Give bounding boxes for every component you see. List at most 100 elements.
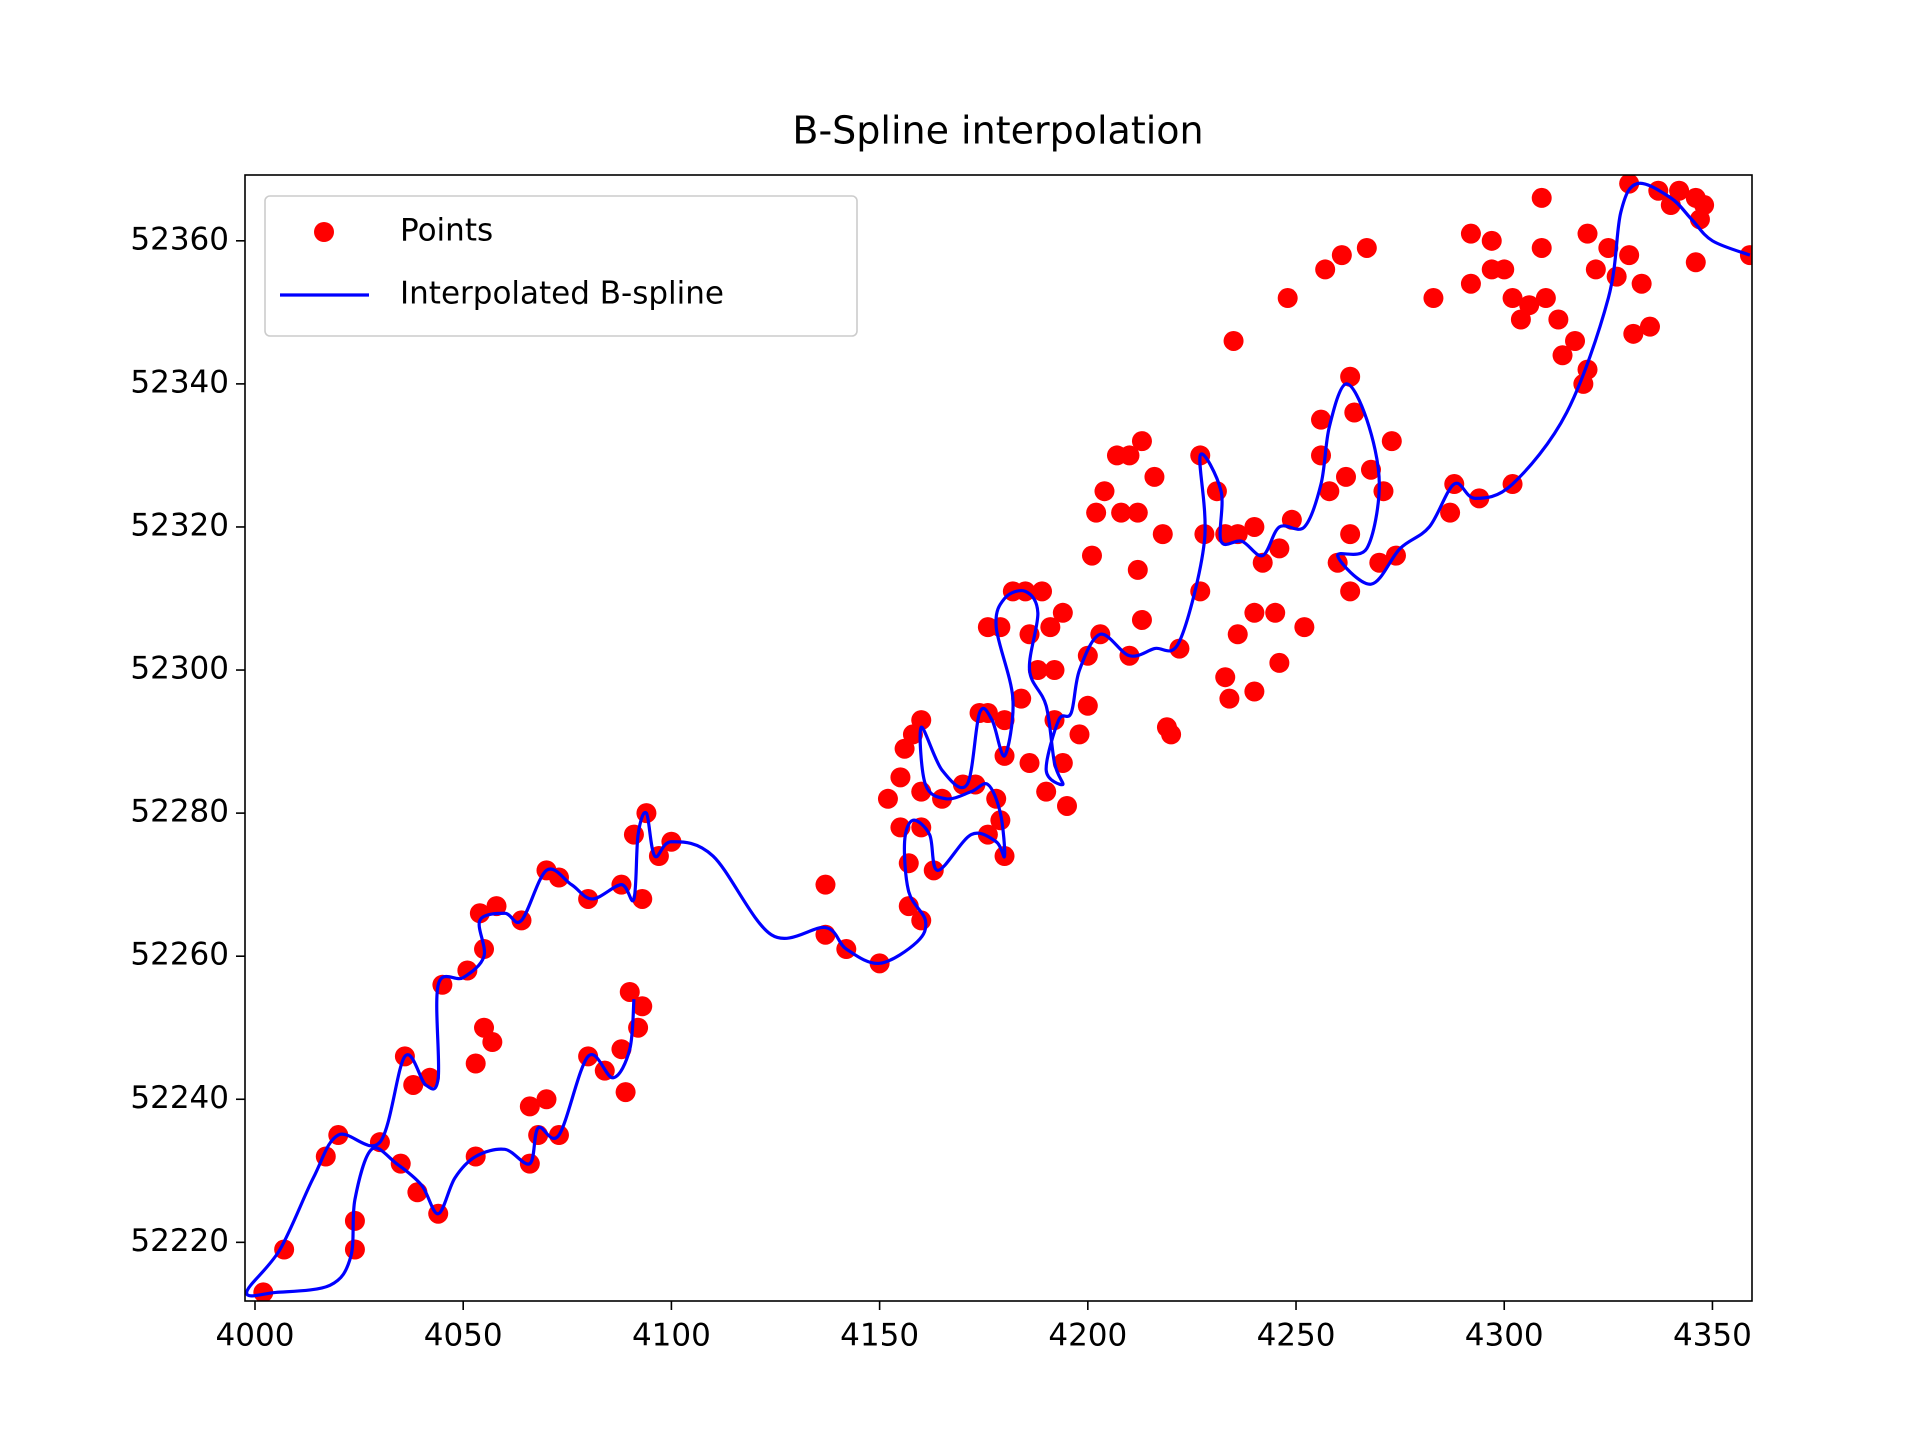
point [1373, 481, 1394, 502]
point [1639, 316, 1660, 337]
point [1481, 230, 1502, 251]
point [403, 1074, 424, 1095]
point [1460, 223, 1481, 244]
chart-title: B-Spline interpolation [792, 109, 1203, 153]
point [1531, 237, 1552, 258]
point [457, 960, 478, 981]
point [1440, 502, 1461, 523]
point [486, 896, 507, 917]
point [619, 981, 640, 1002]
point [1152, 524, 1173, 545]
point [519, 1096, 540, 1117]
point [1460, 273, 1481, 294]
point [344, 1239, 365, 1260]
x-tick-label: 4000 [216, 1318, 295, 1354]
point [1598, 237, 1619, 258]
point [1111, 502, 1132, 523]
point [1548, 309, 1569, 330]
point [1311, 409, 1332, 430]
plot-area [245, 175, 1752, 1301]
point [1094, 481, 1115, 502]
point [1215, 667, 1236, 688]
point [1315, 259, 1336, 280]
point [611, 1039, 632, 1060]
x-tick-label: 4200 [1048, 1318, 1127, 1354]
x-tick-label: 4150 [840, 1318, 919, 1354]
point [1252, 552, 1273, 573]
point [1369, 552, 1390, 573]
point [1585, 259, 1606, 280]
point [990, 617, 1011, 638]
x-tick-label: 4300 [1465, 1318, 1544, 1354]
point [1244, 516, 1265, 537]
legend-frame [264, 195, 858, 337]
point [1335, 466, 1356, 487]
x-tick-label: 4250 [1257, 1318, 1336, 1354]
point [1069, 724, 1090, 745]
point [1244, 681, 1265, 702]
point [1086, 502, 1107, 523]
point [1227, 524, 1248, 545]
point [1319, 481, 1340, 502]
point [890, 767, 911, 788]
point [1265, 602, 1286, 623]
point [1044, 660, 1065, 681]
point [815, 874, 836, 895]
point [469, 903, 490, 924]
point [1631, 273, 1652, 294]
point [1269, 538, 1290, 559]
point [1077, 695, 1098, 716]
point [1331, 245, 1352, 266]
point [1340, 581, 1361, 602]
point [1535, 288, 1556, 309]
point [1381, 431, 1402, 452]
point [615, 1082, 636, 1103]
point [1131, 609, 1152, 630]
point [1565, 330, 1586, 351]
point [632, 996, 653, 1017]
point [1311, 445, 1332, 466]
point [536, 1089, 557, 1110]
point [1669, 180, 1690, 201]
y-tick-label: 52280 [130, 794, 229, 830]
point [1169, 638, 1190, 659]
point [1269, 652, 1290, 673]
point [1619, 175, 1640, 194]
point [465, 1053, 486, 1074]
point [1219, 688, 1240, 709]
y-tick-label: 52360 [130, 221, 229, 257]
point [1057, 795, 1077, 816]
point [1161, 724, 1182, 745]
point [1340, 366, 1361, 387]
point [1502, 288, 1523, 309]
point [1519, 295, 1540, 316]
point [1227, 624, 1248, 645]
point [1019, 753, 1040, 774]
legend-label: Points [400, 213, 493, 249]
point [1340, 524, 1361, 545]
point [1027, 660, 1048, 681]
point [994, 710, 1015, 731]
point [548, 867, 569, 888]
point [1494, 259, 1515, 280]
point [1040, 617, 1061, 638]
y-tick-label: 52300 [130, 651, 229, 687]
y-tick-label: 52260 [130, 937, 229, 973]
y-tick-label: 52340 [130, 364, 229, 400]
point [911, 817, 932, 838]
point [898, 853, 919, 874]
point [1577, 223, 1598, 244]
point [344, 1210, 365, 1231]
point [1360, 459, 1381, 480]
point [1119, 445, 1140, 466]
point [274, 1239, 295, 1260]
point [1032, 581, 1053, 602]
point [1081, 545, 1102, 566]
y-tick-label: 52220 [130, 1223, 229, 1259]
point [1294, 617, 1315, 638]
point [1011, 688, 1032, 709]
point [1619, 245, 1640, 266]
point [911, 710, 932, 731]
point [1685, 252, 1706, 273]
